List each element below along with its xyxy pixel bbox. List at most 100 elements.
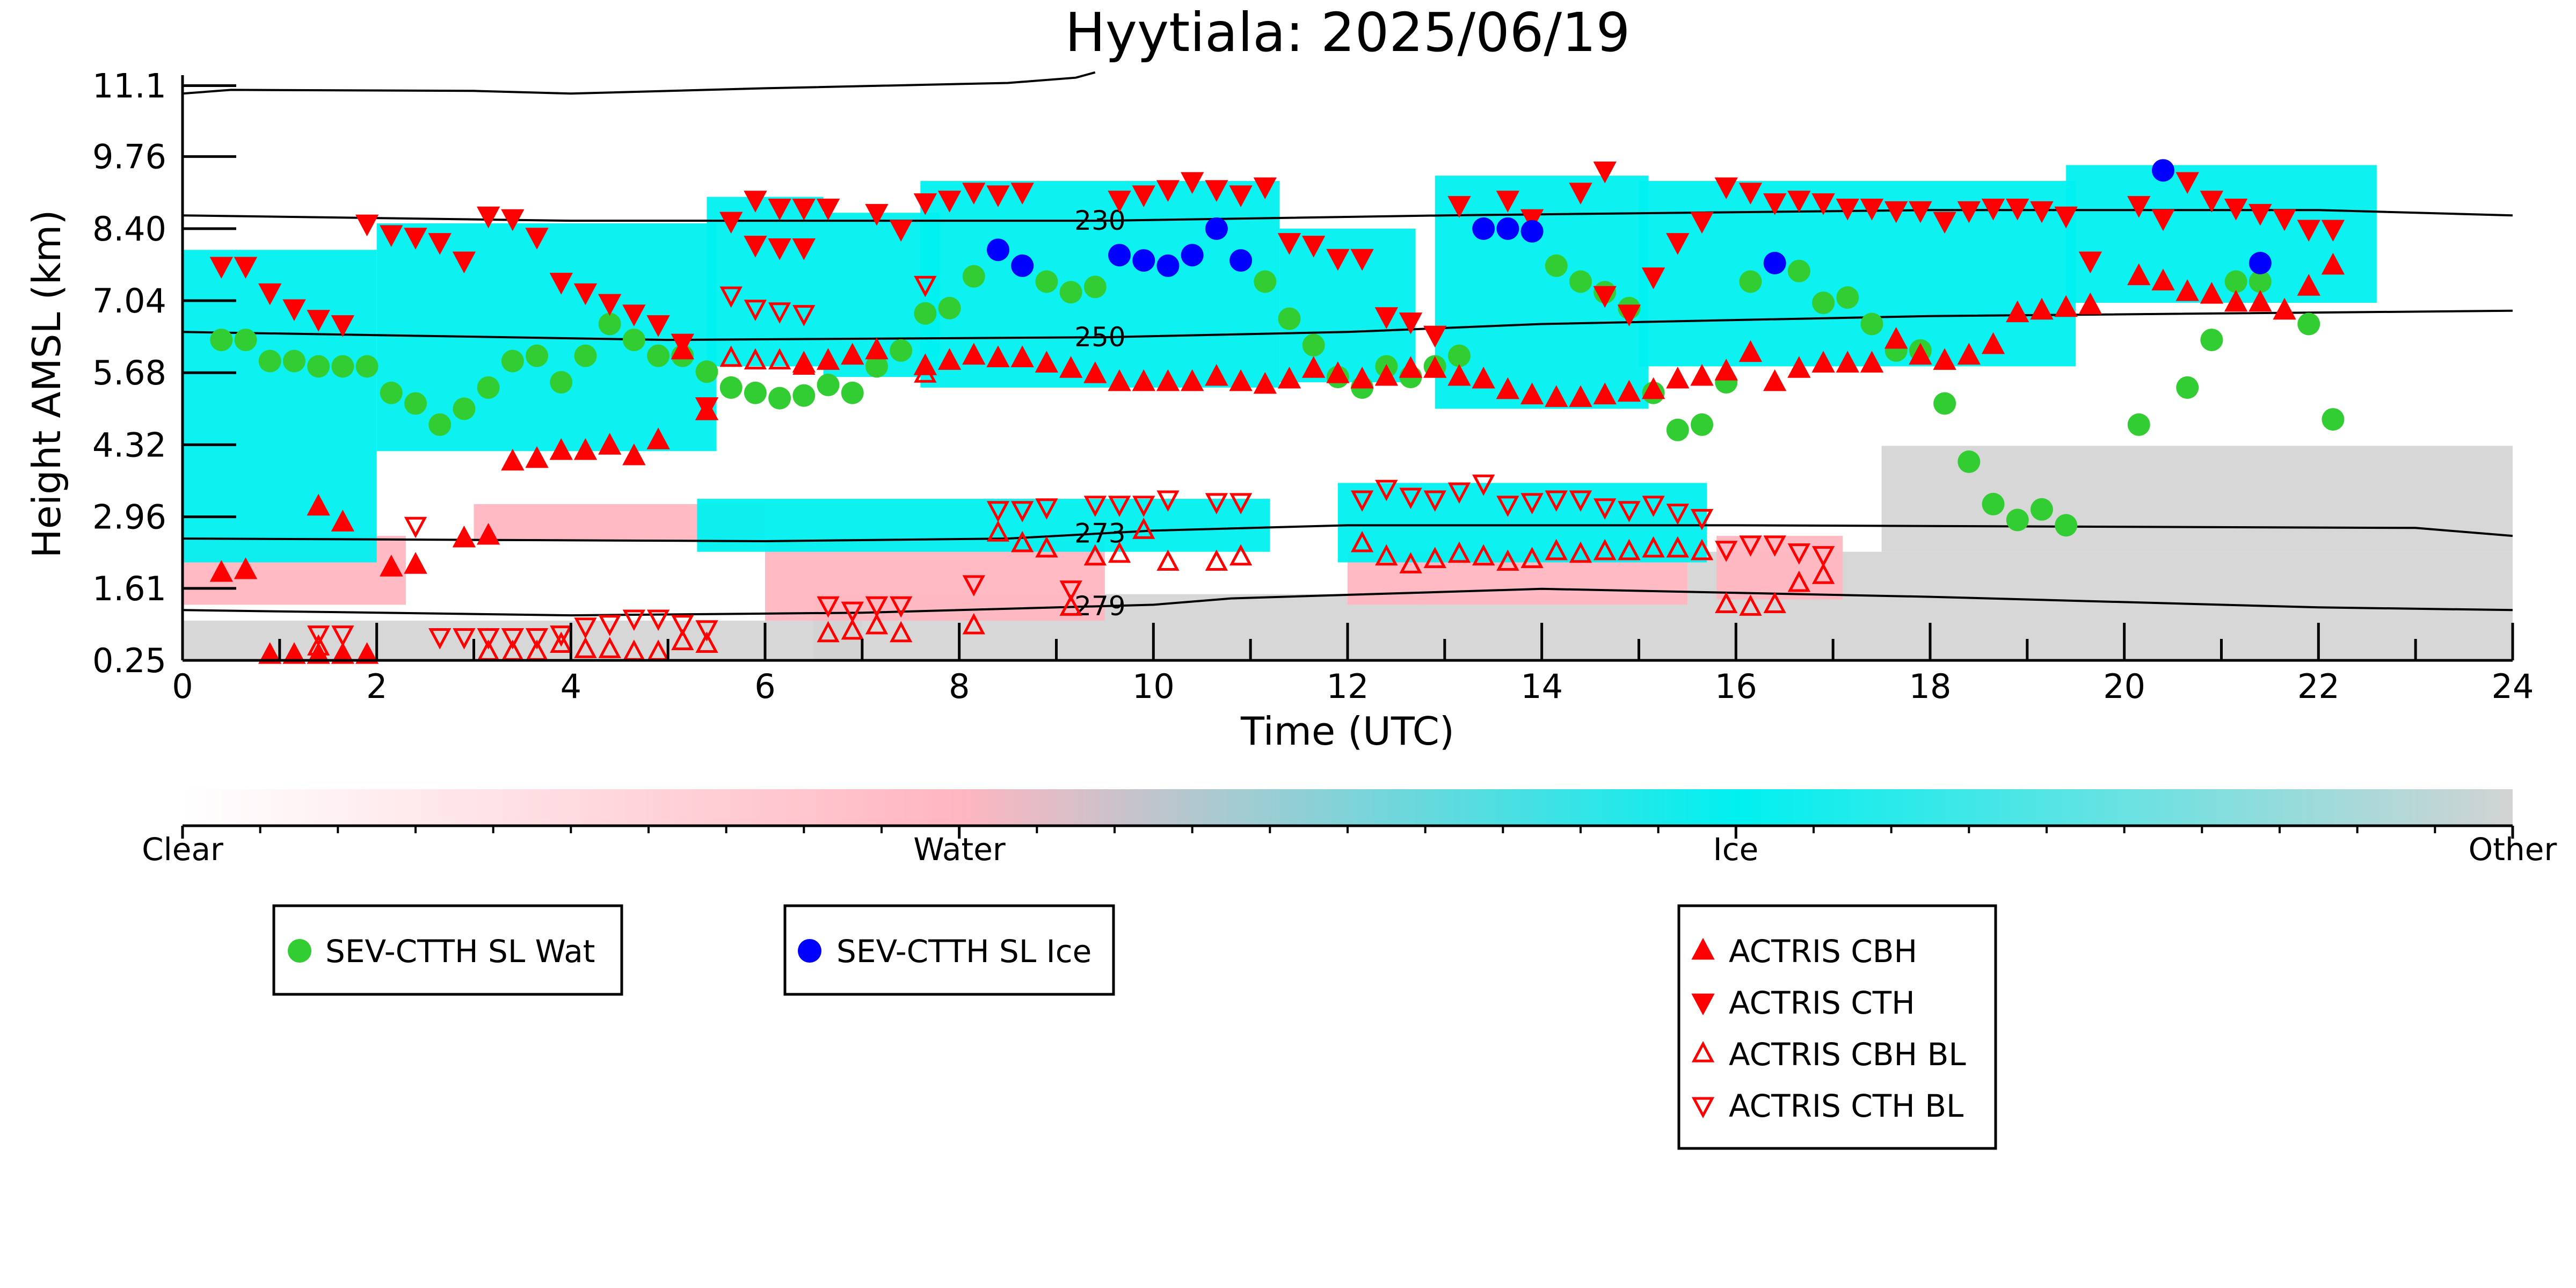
legend-marker-triangle-up-open xyxy=(1691,1040,1715,1063)
data-point xyxy=(646,315,670,337)
data-point xyxy=(719,345,743,367)
data-point xyxy=(1787,259,1810,282)
data-point xyxy=(1229,493,1253,515)
data-point xyxy=(331,510,355,532)
contour-line xyxy=(183,309,2513,341)
data-point xyxy=(2078,251,2102,274)
data-point xyxy=(1763,252,1786,274)
data-point xyxy=(1156,490,1180,512)
colorbar-label-water: Water xyxy=(913,831,1006,868)
data-point xyxy=(282,642,306,664)
data-point xyxy=(1787,356,1811,378)
data-point xyxy=(1254,270,1277,293)
data-point xyxy=(1787,191,1811,213)
data-point xyxy=(574,637,597,658)
data-point xyxy=(1496,549,1519,571)
data-point xyxy=(598,433,622,455)
data-point xyxy=(1981,332,2005,354)
data-point xyxy=(1666,233,1690,255)
data-point xyxy=(1010,183,1034,205)
data-point xyxy=(550,625,573,647)
data-point xyxy=(428,413,452,436)
data-point xyxy=(1229,249,1253,272)
legend-label: SEV-CTTH SL Wat xyxy=(325,933,595,970)
data-point xyxy=(2055,514,2078,537)
data-point xyxy=(2322,408,2345,431)
data-point xyxy=(671,629,694,651)
data-point xyxy=(2224,199,2248,221)
contour-line xyxy=(183,524,2513,543)
legend-label-cth-bl: ACTRIS CTH BL xyxy=(1729,1088,1963,1124)
data-point xyxy=(1059,580,1082,602)
data-point xyxy=(1787,570,1811,592)
data-point xyxy=(1520,382,1544,405)
axes: 0 2 4 6 8 10 12 14 16 18 20 22 240.251.612.964.325.6… xyxy=(92,66,2534,706)
data-point xyxy=(1691,413,1714,436)
data-point xyxy=(1836,199,1859,221)
data-point xyxy=(1811,563,1835,584)
data-point xyxy=(452,251,476,274)
data-point xyxy=(1472,474,1495,496)
data-point xyxy=(986,185,1010,207)
colorbar-gradient xyxy=(183,789,2513,826)
data-point xyxy=(962,575,985,596)
data-point xyxy=(1156,369,1180,391)
data-point xyxy=(1278,307,1301,330)
data-point xyxy=(574,344,597,367)
data-point xyxy=(1690,212,1714,234)
data-point xyxy=(282,299,306,321)
data-point xyxy=(890,339,913,362)
data-point xyxy=(2248,203,2272,226)
data-point xyxy=(2127,263,2151,286)
data-point xyxy=(1011,530,1034,552)
data-point xyxy=(1108,244,1131,267)
data-point xyxy=(307,310,330,332)
data-point xyxy=(937,191,962,213)
data-point xyxy=(598,312,621,336)
data-point xyxy=(476,206,500,229)
x-tick-label: 16 xyxy=(1715,667,1757,706)
data-point xyxy=(1277,366,1301,389)
data-point xyxy=(1641,267,1665,289)
data-point xyxy=(2054,295,2078,317)
data-point xyxy=(2321,252,2345,275)
data-point xyxy=(1350,249,1374,271)
data-point xyxy=(258,642,282,664)
data-point xyxy=(889,596,913,618)
colorbar-label-clear: Clear xyxy=(142,831,223,868)
data-point xyxy=(526,344,549,367)
data-point xyxy=(1593,382,1617,405)
ice-region xyxy=(1639,181,2076,367)
data-point xyxy=(1083,544,1107,566)
data-point xyxy=(2006,508,2029,532)
y-tick-label: 4.32 xyxy=(92,425,166,464)
data-point xyxy=(962,183,986,205)
data-point xyxy=(1860,351,1884,373)
legend-marker-blue-circle xyxy=(798,939,821,963)
y-axis-label: Height AMSL (km) xyxy=(24,210,69,558)
data-point xyxy=(1472,217,1495,240)
data-point xyxy=(282,350,305,373)
data-point xyxy=(962,343,986,365)
data-point xyxy=(453,397,476,420)
contour-line xyxy=(183,587,2513,617)
data-point xyxy=(2273,209,2296,231)
data-point xyxy=(1253,372,1277,394)
data-point xyxy=(1763,592,1786,613)
x-tick-label: 18 xyxy=(1909,667,1952,706)
data-point xyxy=(1884,326,1908,349)
series-triangle-down xyxy=(209,161,2345,419)
data-point xyxy=(671,615,694,636)
data-point xyxy=(1472,544,1495,566)
other-region xyxy=(183,621,862,660)
data-point xyxy=(307,355,330,378)
data-point xyxy=(719,286,743,308)
y-tick-label: 1.61 xyxy=(92,569,166,608)
data-point xyxy=(2054,206,2078,229)
data-point xyxy=(695,360,718,383)
data-point xyxy=(1520,493,1544,515)
data-point xyxy=(1860,312,1883,336)
data-point xyxy=(1836,351,1859,373)
data-point xyxy=(307,642,330,664)
